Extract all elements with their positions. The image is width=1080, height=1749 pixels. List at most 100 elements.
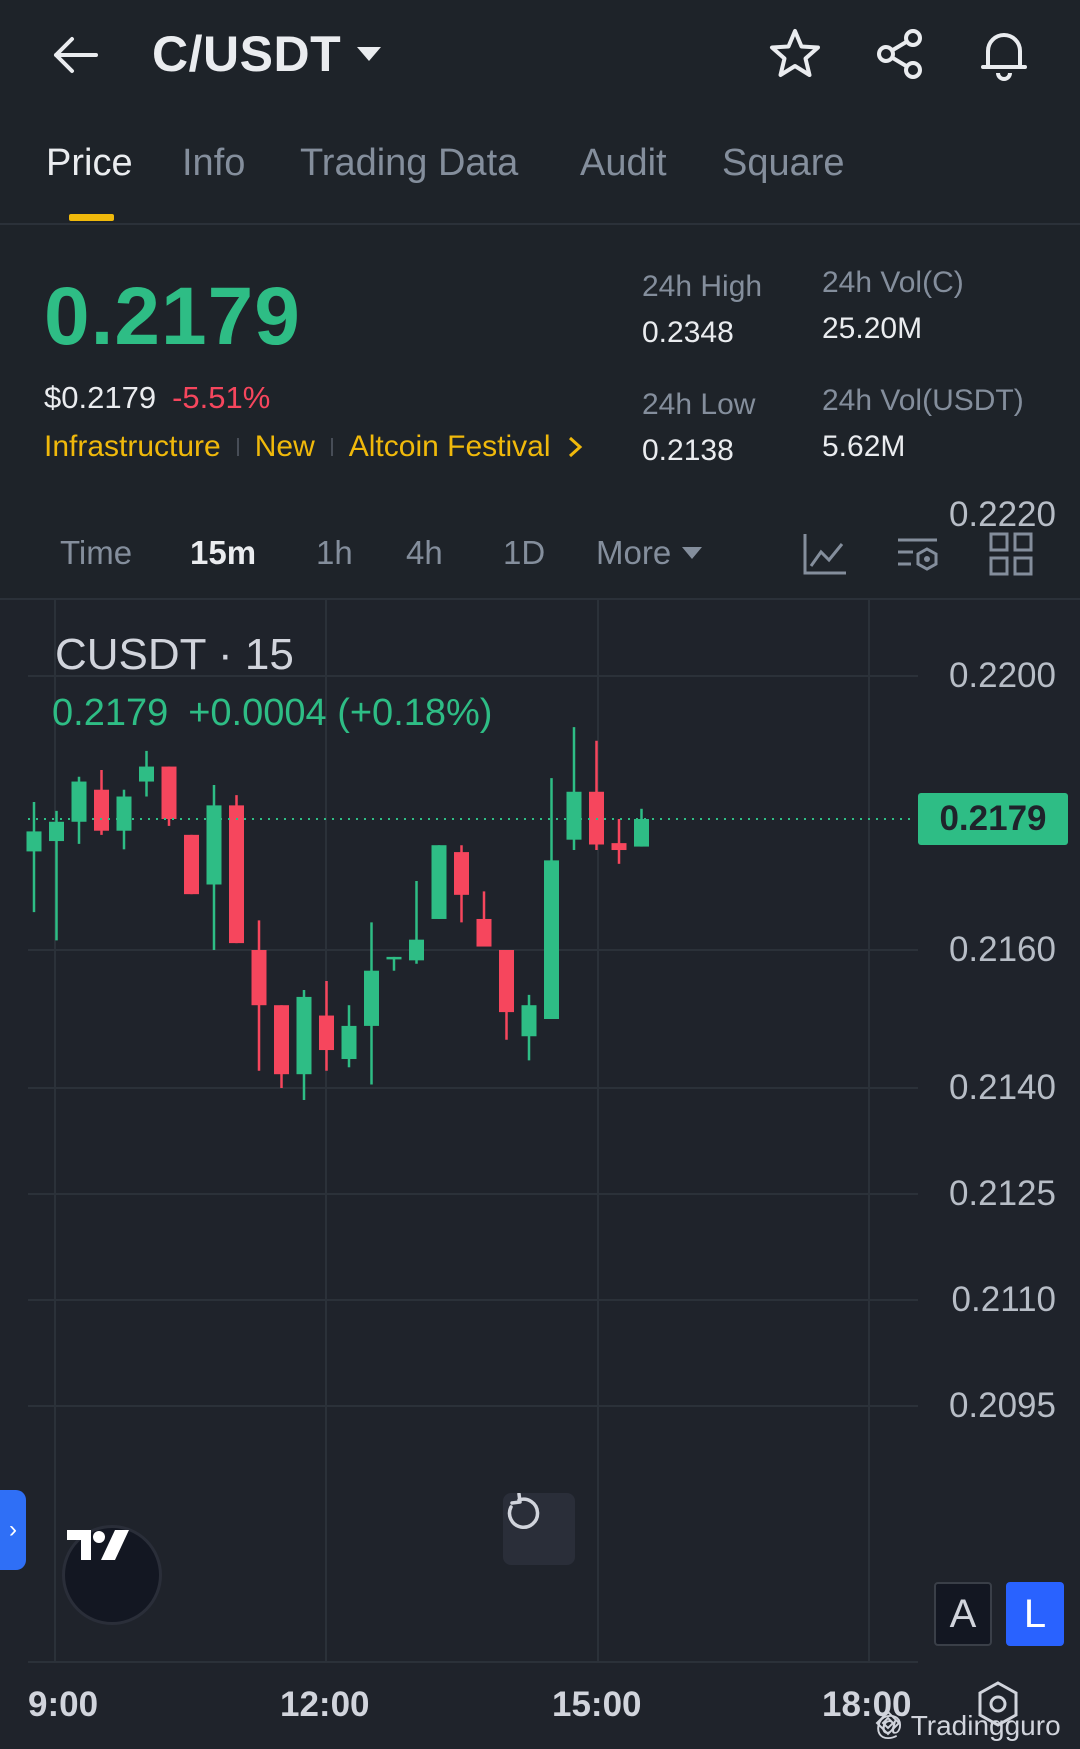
interval-more[interactable]: More xyxy=(596,534,703,572)
auto-scale-button[interactable]: A xyxy=(934,1582,992,1646)
candle[interactable] xyxy=(566,727,582,851)
candle[interactable] xyxy=(274,1005,289,1088)
candlestick-chart[interactable]: CUSDT · 15 0.2179 +0.0004 (+0.18%) 0.222… xyxy=(0,495,1080,1749)
candle[interactable] xyxy=(544,778,559,1019)
top-bar: C/USDT xyxy=(0,0,1080,110)
tag-infrastructure[interactable]: Infrastructure xyxy=(44,430,221,463)
tag-row: Infrastructure New Altcoin Festival xyxy=(44,430,583,464)
chart-gear-icon[interactable] xyxy=(974,1680,1028,1734)
candle[interactable] xyxy=(611,819,627,864)
y-axis-tick-label: 0.2160 xyxy=(948,930,1056,969)
candle-body xyxy=(229,805,244,944)
interval-bar: Time 15m 1h 4h 1D More xyxy=(0,520,1080,600)
candle[interactable] xyxy=(386,956,402,971)
stat-24h-vol-usdt: 24h Vol(USDT) 5.62M xyxy=(822,384,1024,464)
candle-body xyxy=(71,781,87,822)
interval-1h[interactable]: 1h xyxy=(316,534,353,571)
candle-body xyxy=(341,1025,357,1060)
candle[interactable] xyxy=(634,808,649,847)
star-icon[interactable] xyxy=(763,22,827,86)
stat-value: 0.2348 xyxy=(642,316,734,349)
candle-body xyxy=(319,1015,334,1051)
y-axis-tick-label: 0.2095 xyxy=(948,1386,1056,1425)
section-tabs: Price Info Trading Data Audit Square xyxy=(0,120,1080,225)
candle[interactable] xyxy=(184,834,199,895)
candle[interactable] xyxy=(409,881,424,964)
chart-symbol-legend: CUSDT · 15 xyxy=(55,630,294,679)
candle[interactable] xyxy=(139,750,154,797)
chart-plot[interactable] xyxy=(0,600,1080,1749)
candle[interactable] xyxy=(454,845,469,923)
y-axis-tick-label: 0.2140 xyxy=(948,1068,1056,1107)
candle[interactable] xyxy=(476,891,492,947)
candle[interactable] xyxy=(251,920,267,1071)
reset-chart-icon[interactable] xyxy=(503,1493,575,1565)
legend-last-value: 0.2179 xyxy=(52,692,169,734)
tag-divider xyxy=(236,438,239,456)
stat-24h-high: 24h High 0.2348 xyxy=(642,270,762,350)
candle[interactable] xyxy=(94,769,109,835)
chevron-right-icon[interactable] xyxy=(567,435,583,459)
candle-body xyxy=(409,939,424,961)
tab-trading-data[interactable]: Trading Data xyxy=(300,142,519,184)
back-arrow-icon[interactable] xyxy=(40,20,110,90)
candle[interactable] xyxy=(431,845,447,919)
candle[interactable] xyxy=(206,784,222,950)
tag-altcoin-festival[interactable]: Altcoin Festival xyxy=(348,430,551,463)
candle[interactable] xyxy=(26,801,42,913)
share-icon[interactable] xyxy=(868,22,932,86)
tab-audit[interactable]: Audit xyxy=(580,142,667,184)
grid-layout-icon[interactable] xyxy=(983,526,1039,582)
candle[interactable] xyxy=(49,810,64,941)
diamond-logo-icon xyxy=(875,1710,901,1736)
candle-body xyxy=(251,950,267,1006)
y-axis-tick-label: 0.2125 xyxy=(948,1174,1056,1213)
stat-label: 24h Vol(C) xyxy=(822,266,964,299)
candle-body xyxy=(634,819,649,847)
tab-info[interactable]: Info xyxy=(182,142,246,184)
tab-price[interactable]: Price xyxy=(46,142,133,184)
interval-1d[interactable]: 1D xyxy=(503,534,546,571)
candle-body xyxy=(49,821,64,842)
candle-body xyxy=(454,852,469,895)
candle-body xyxy=(116,796,132,831)
stat-value: 5.62M xyxy=(822,430,906,463)
candle[interactable] xyxy=(499,950,514,1040)
tag-new[interactable]: New xyxy=(254,430,315,463)
legend-change-value: +0.0004 (+0.18%) xyxy=(188,692,493,734)
candle[interactable] xyxy=(71,776,87,844)
drawing-toolbar-toggle[interactable]: › xyxy=(0,1490,26,1570)
price-subline: $0.2179 -5.51% xyxy=(44,380,270,416)
bell-icon[interactable] xyxy=(972,22,1036,86)
x-axis-tick-label: 9:00 xyxy=(28,1685,99,1724)
candle[interactable] xyxy=(589,740,604,851)
candle[interactable] xyxy=(229,795,244,944)
candle[interactable] xyxy=(161,766,177,826)
candle[interactable] xyxy=(364,922,379,1085)
last-price: 0.2179 xyxy=(44,271,301,362)
pair-selector[interactable]: C/USDT xyxy=(152,22,383,86)
candle-body xyxy=(386,956,402,960)
indicator-chart-icon[interactable] xyxy=(797,526,853,582)
price-change: -5.51% xyxy=(172,380,271,415)
interval-4h[interactable]: 4h xyxy=(406,534,443,571)
y-axis-tick-label: 0.2220 xyxy=(948,495,1056,534)
candle-body xyxy=(364,970,379,1026)
log-scale-button[interactable]: L xyxy=(1006,1582,1064,1646)
candle[interactable] xyxy=(521,994,537,1061)
active-tab-indicator xyxy=(69,214,114,221)
candle[interactable] xyxy=(319,981,334,1071)
candle-body xyxy=(161,766,177,819)
candle-body xyxy=(274,1005,289,1075)
interval-time[interactable]: Time xyxy=(60,534,133,571)
interval-15m[interactable]: 15m xyxy=(190,534,257,571)
x-axis-tick-label: 15:00 xyxy=(552,1685,642,1724)
candle-body xyxy=(476,918,492,947)
caret-down-icon xyxy=(682,547,703,559)
candle[interactable] xyxy=(341,1005,357,1068)
tab-square[interactable]: Square xyxy=(722,142,845,184)
candle[interactable] xyxy=(296,990,312,1101)
stat-value: 0.2138 xyxy=(642,434,734,467)
chart-settings-icon[interactable] xyxy=(890,526,946,582)
tradingview-logo[interactable] xyxy=(62,1525,162,1625)
